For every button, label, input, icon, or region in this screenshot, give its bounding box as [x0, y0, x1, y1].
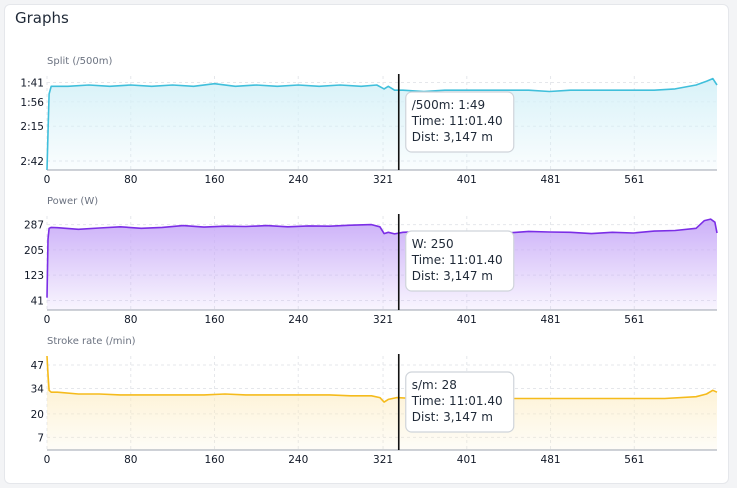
- x-tick-label: 401: [457, 314, 477, 326]
- tooltip-line: Dist: 3,147 m: [412, 410, 493, 424]
- y-tick-label: 2:42: [20, 156, 44, 168]
- tooltip-box: [405, 230, 515, 292]
- x-tick-label: 561: [624, 174, 644, 186]
- tooltip-line: Dist: 3,147 m: [412, 269, 493, 283]
- y-tick-label: 41: [31, 295, 44, 307]
- x-tick-label: 481: [541, 454, 561, 466]
- page-title: Graphs: [15, 9, 69, 27]
- x-tick-label: 80: [124, 454, 137, 466]
- chart-title: Stroke rate (/min): [47, 336, 136, 347]
- series-area: [47, 78, 717, 170]
- x-tick-label: 160: [204, 454, 224, 466]
- y-tick-label: 20: [31, 409, 44, 421]
- x-tick-label: 0: [44, 314, 51, 326]
- x-tick-label: 561: [624, 454, 644, 466]
- chart-title: Split (/500m): [47, 56, 112, 67]
- y-tick-label: 47: [31, 360, 44, 372]
- tooltip-line: Time: 11:01.40: [411, 394, 503, 408]
- x-tick-label: 160: [204, 314, 224, 326]
- y-tick-label: 1:56: [20, 97, 44, 109]
- tooltip-box: [405, 91, 515, 153]
- chart-3: Stroke rate (/min) 47 34 20 70 80 160 240 321 401…: [31, 336, 718, 466]
- x-tick-label: 401: [457, 454, 477, 466]
- series-area: [47, 356, 717, 450]
- x-tick-label: 321: [373, 454, 393, 466]
- tooltip-line: s/m: 28: [412, 378, 457, 392]
- x-tick-label: 80: [124, 174, 137, 186]
- chart-title: Power (W): [47, 196, 98, 207]
- series-line: [46, 218, 718, 298]
- tooltip-box: [405, 371, 515, 433]
- series-area: [47, 219, 717, 310]
- x-tick-label: 481: [541, 174, 561, 186]
- y-tick-label: 1:41: [20, 77, 44, 89]
- tooltip-line: Dist: 3,147 m: [412, 130, 493, 144]
- x-tick-label: 80: [124, 314, 137, 326]
- x-tick-label: 481: [541, 314, 561, 326]
- x-tick-label: 240: [288, 454, 308, 466]
- y-tick-label: 34: [31, 384, 45, 396]
- y-tick-label: 2:15: [20, 121, 44, 133]
- chart-2: Power (W) 287 205 123 410 80 160 240 321 401 481 56…: [24, 196, 718, 326]
- y-tick-label: 123: [24, 270, 44, 282]
- y-tick-label: 205: [24, 245, 44, 257]
- series-line: [46, 355, 718, 403]
- chart-1: Split (/500m) 2:42 2:15 1:56 1:41 0 80 160 240 32…: [20, 56, 718, 186]
- tooltip-line: Time: 11:01.40: [411, 253, 503, 267]
- tooltip-line: Time: 11:01.40: [411, 114, 503, 128]
- x-tick-label: 401: [457, 174, 477, 186]
- x-tick-label: 321: [373, 174, 393, 186]
- x-tick-label: 0: [44, 174, 51, 186]
- series-line: [46, 77, 718, 171]
- x-tick-label: 0: [44, 454, 51, 466]
- y-tick-label: 7: [37, 432, 44, 444]
- y-tick-label: 287: [24, 220, 44, 232]
- tooltip: W: 250 Time: 11:01.40 Dist: 3,147 m: [405, 230, 515, 292]
- tooltip-line: /500m: 1:49: [412, 98, 485, 112]
- x-tick-label: 321: [373, 314, 393, 326]
- tooltip: s/m: 28 Time: 11:01.40 Dist: 3,147 m: [405, 371, 515, 433]
- x-tick-label: 240: [288, 174, 308, 186]
- x-tick-label: 160: [204, 174, 224, 186]
- tooltip-line: W: 250: [412, 237, 454, 251]
- x-tick-label: 240: [288, 314, 308, 326]
- x-tick-label: 561: [624, 314, 644, 326]
- tooltip: /500m: 1:49 Time: 11:01.40 Dist: 3,147 m: [405, 91, 515, 153]
